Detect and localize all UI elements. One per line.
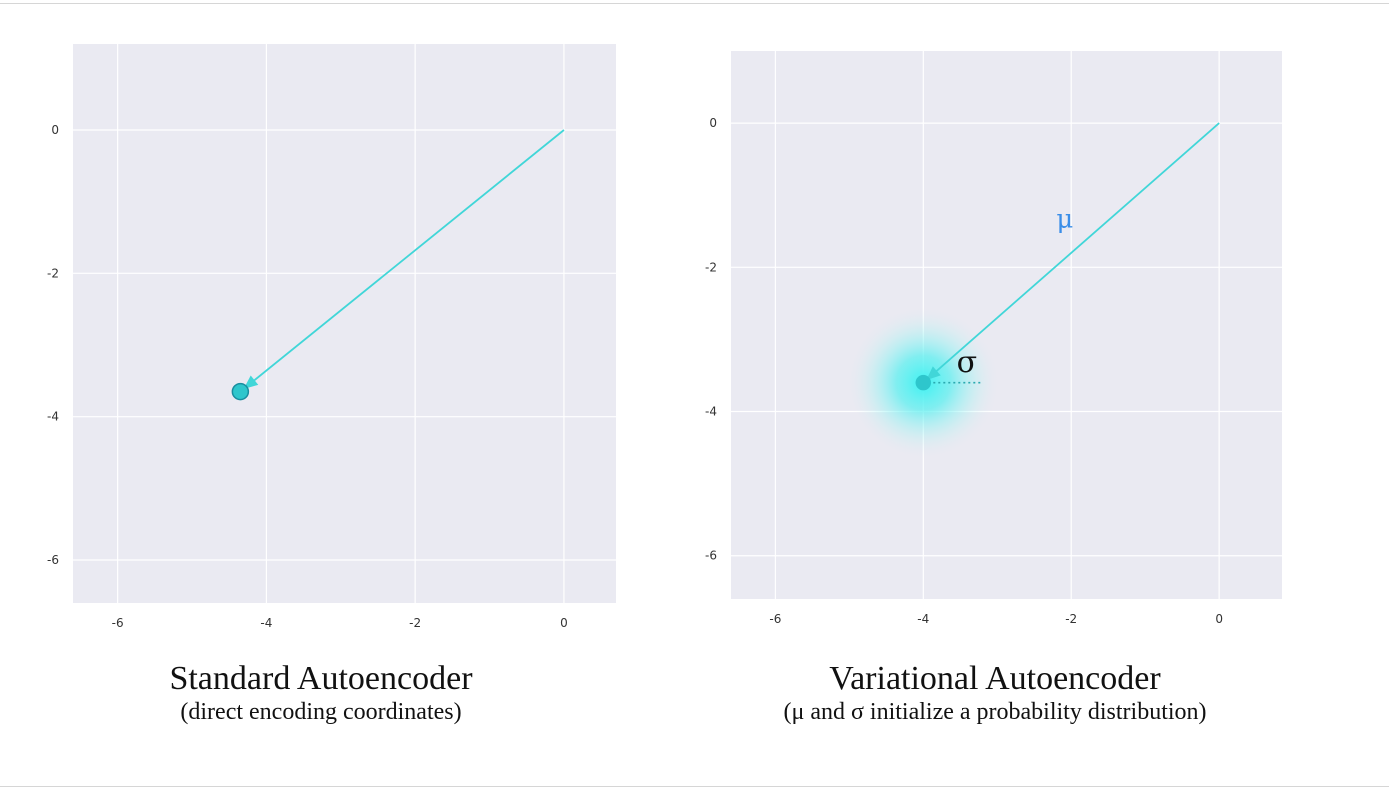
y-tick-label: -4 xyxy=(47,410,59,424)
x-tick-label: -4 xyxy=(917,612,929,626)
grid-lines xyxy=(731,51,1282,599)
x-axis-ticks: -6 -4 -2 0 xyxy=(112,616,568,630)
x-tick-label: -6 xyxy=(769,612,781,626)
x-tick-label: -4 xyxy=(260,616,272,630)
caption-subtitle: (μ and σ initialize a probability distri… xyxy=(783,699,1207,725)
mu-label: μ xyxy=(1056,205,1073,235)
grid-lines xyxy=(73,44,616,603)
y-tick-label: -4 xyxy=(705,405,717,419)
right-caption: Variational Autoencoder (μ and σ initial… xyxy=(700,660,1290,726)
plot-area xyxy=(731,51,1282,599)
y-tick-label: 0 xyxy=(709,116,717,130)
y-axis-ticks: 0 -2 -4 -6 xyxy=(47,123,59,567)
variational-autoencoder-plot: -6 -4 -2 0 0 -2 -4 -6 μ σ xyxy=(705,51,1282,626)
top-divider xyxy=(0,3,1389,4)
caption-title: Standard Autoencoder xyxy=(169,660,473,697)
y-tick-label: -2 xyxy=(47,266,59,280)
y-tick-label: 0 xyxy=(51,123,59,137)
standard-autoencoder-plot: -6 -4 -2 0 0 -2 -4 -6 xyxy=(47,44,616,630)
y-tick-label: -6 xyxy=(705,549,717,563)
encoded-point xyxy=(231,382,250,401)
left-caption: Standard Autoencoder (direct encoding co… xyxy=(91,660,551,726)
y-tick-label: -2 xyxy=(705,260,717,274)
caption-title: Variational Autoencoder xyxy=(829,660,1161,697)
y-tick-label: -6 xyxy=(47,553,59,567)
bottom-divider xyxy=(0,786,1389,787)
mean-vector xyxy=(922,122,1220,384)
encoding-vector xyxy=(239,129,565,393)
caption-subtitle: (direct encoding coordinates) xyxy=(180,699,462,725)
sigma-label: σ xyxy=(957,345,977,380)
x-axis-ticks: -6 -4 -2 0 xyxy=(769,612,1223,626)
x-tick-label: -2 xyxy=(409,616,421,630)
x-tick-label: 0 xyxy=(1215,612,1223,626)
plot-area xyxy=(73,44,616,603)
x-tick-label: 0 xyxy=(560,616,568,630)
y-axis-ticks: 0 -2 -4 -6 xyxy=(705,116,717,563)
x-tick-label: -2 xyxy=(1065,612,1077,626)
mean-point xyxy=(915,374,932,391)
vector-arrowhead xyxy=(243,375,259,389)
vector-arrowhead xyxy=(926,366,941,381)
x-tick-label: -6 xyxy=(112,616,124,630)
